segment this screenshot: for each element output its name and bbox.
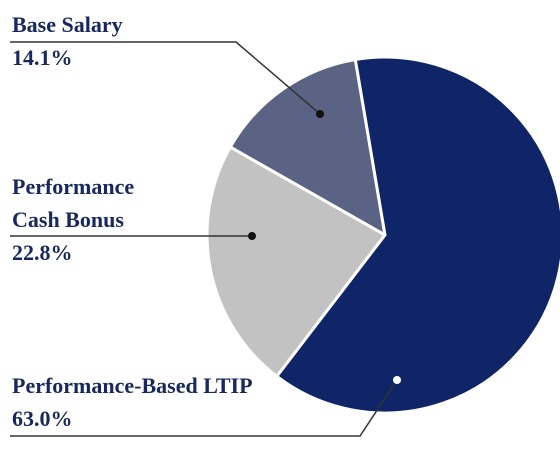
leader-line xyxy=(10,379,398,437)
pie-slice xyxy=(205,145,387,378)
value-label: 14.1% xyxy=(12,45,73,70)
slice-label: Performance-Based LTIP 63.0% xyxy=(12,369,262,435)
leader-dot xyxy=(393,376,401,384)
value-label: 63.0% xyxy=(12,406,73,431)
category-label: Performance Cash Bonus xyxy=(12,174,135,232)
slice-label: Performance Cash Bonus 22.8% xyxy=(12,170,172,269)
leader-dot xyxy=(248,232,256,240)
pie-slice xyxy=(275,55,560,415)
leader-dot xyxy=(316,110,324,118)
value-label: 22.8% xyxy=(12,240,73,265)
slice-label: Base Salary 14.1% xyxy=(12,8,212,74)
pie xyxy=(205,55,560,415)
category-label: Base Salary xyxy=(12,12,123,37)
category-label: Performance-Based LTIP xyxy=(12,373,253,398)
leader-line xyxy=(10,41,321,115)
pie-slice xyxy=(228,57,387,237)
